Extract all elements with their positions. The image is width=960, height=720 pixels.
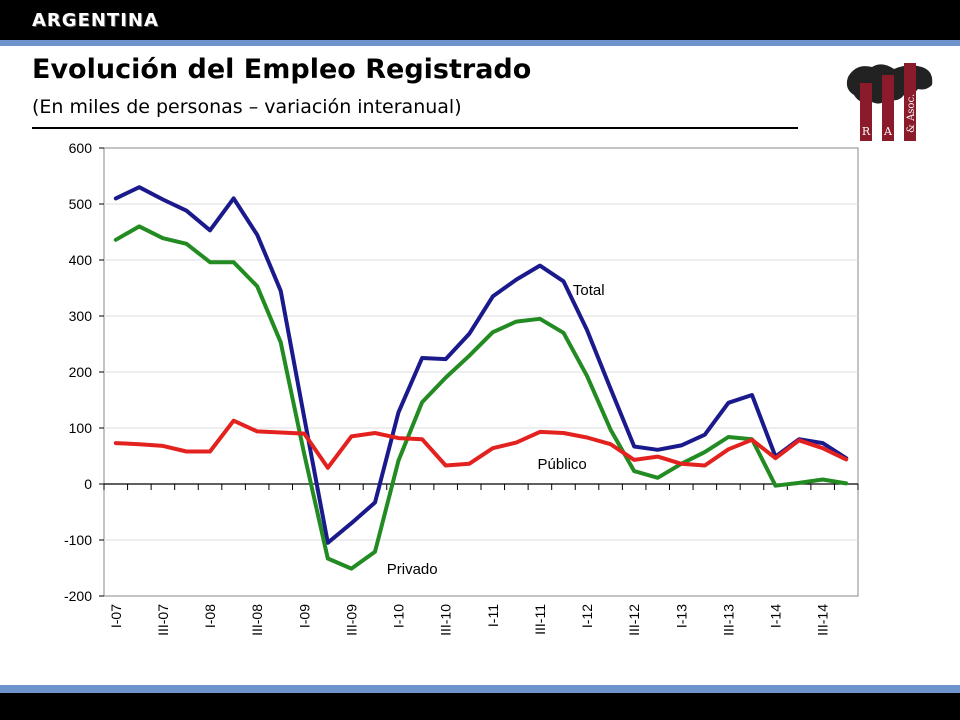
x-tick-label: III-12 [626,604,642,636]
logo-asoc: & Asoc. [906,94,917,133]
page-title: Evolución del Empleo Registrado [32,54,532,85]
x-tick-label: I-07 [108,604,124,628]
page-subtitle: (En miles de personas – variación intera… [32,96,462,118]
y-tick-label: -100 [64,532,92,548]
y-tick-label: 600 [69,140,93,156]
logo-letter-r: R [862,125,871,138]
section-label: ARGENTINA [32,10,159,31]
series-line-privado [113,224,849,571]
y-tick-label: 200 [69,364,93,380]
x-tick-label: III-11 [532,604,548,635]
y-tick-label: 300 [69,308,93,324]
x-tick-label: I-09 [296,604,312,628]
x-tick-label: I-11 [485,604,501,627]
x-tick-label: I-12 [579,604,595,628]
x-tick-label: III-07 [155,604,171,636]
x-tick-label: I-08 [202,604,218,628]
logo-letter-a: A [883,125,893,138]
x-tick-label: III-10 [438,604,454,636]
y-tick-label: -200 [64,588,92,604]
x-tick-label: I-10 [391,604,407,628]
bottom-bar [0,693,960,720]
y-tick-label: 400 [69,252,93,268]
series-label-publico: Público [538,456,587,473]
y-tick-label: 0 [84,476,92,492]
x-tick-label: I-14 [768,604,784,628]
series-line-total [113,185,849,545]
y-tick-label: 100 [69,420,93,436]
bottom-accent-bar [0,685,960,693]
title-underline [32,127,798,129]
x-tick-label: III-13 [720,604,736,636]
company-logo: R A & Asoc. [846,63,933,141]
top-bar: ARGENTINA [0,0,960,40]
top-accent-bar [0,40,960,46]
y-tick-label: 500 [69,196,93,212]
x-tick-label: III-14 [815,604,831,636]
series-label-total: Total [573,282,605,299]
series-label-privado: Privado [387,561,438,578]
x-tick-label: III-08 [249,604,265,636]
x-tick-label: III-09 [343,604,359,636]
x-tick-label: I-13 [673,604,689,628]
series-line-publico [113,418,849,470]
